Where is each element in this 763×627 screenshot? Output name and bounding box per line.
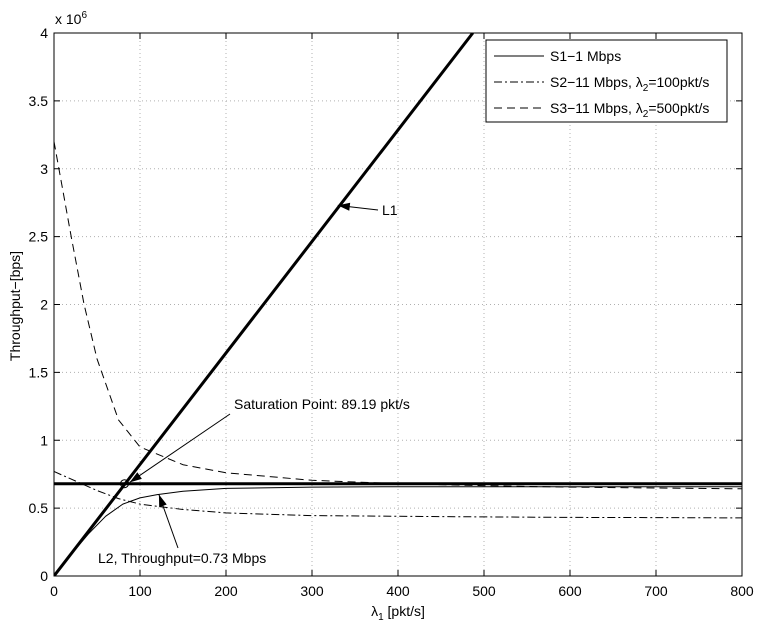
grid xyxy=(54,33,742,576)
x-tick-label: 500 xyxy=(472,583,496,599)
annotation-saturation-arrow xyxy=(129,413,231,483)
annotations: L1 Saturation Point: 89.19 pkt/s L2, Throu… xyxy=(98,202,410,566)
plot-lines xyxy=(54,33,742,576)
x-tick-label: 200 xyxy=(214,583,238,599)
legend-entry-label: S1−1 Mbps xyxy=(550,48,621,64)
x-tick-label: 300 xyxy=(300,583,324,599)
y-tick-label: 2 xyxy=(40,297,48,313)
x-tick-label: 100 xyxy=(128,583,152,599)
y-tick-label: 4 xyxy=(40,25,48,41)
y-axis-label: Throughput−[bps] xyxy=(7,251,23,361)
x-tick-label: 400 xyxy=(386,583,410,599)
annotation-l2-label: L2, Throughput=0.73 Mbps xyxy=(98,550,266,566)
legend: S1−1 Mbps S2−11 Mbps, λ2=100pkt/s S3−11 Mb… xyxy=(485,39,728,123)
legend-entry-label: S2−11 Mbps, λ2=100pkt/s xyxy=(550,74,709,94)
x-tick-label: 0 xyxy=(50,583,58,599)
legend-entry-label: S3−11 Mbps, λ2=500pkt/s xyxy=(550,100,709,120)
x-tick-label: 600 xyxy=(558,583,582,599)
series-line-dashdot xyxy=(54,471,742,519)
y-tick-label: 1.5 xyxy=(29,364,49,380)
x-axis-label: λ1 [pkt/s] xyxy=(371,603,425,623)
annotation-saturation-arrowhead xyxy=(129,472,142,483)
y-tick-label: 1 xyxy=(40,432,48,448)
y-tick-label: 2.5 xyxy=(29,229,49,245)
series-line-solid xyxy=(54,486,742,576)
y-tick-label: 0 xyxy=(40,568,48,584)
annotation-saturation-label: Saturation Point: 89.19 pkt/s xyxy=(234,396,410,412)
annotation-l1-label: L1 xyxy=(382,202,398,218)
y-tick-label: 3 xyxy=(40,161,48,177)
x-ticks: 0 100 200 300 400 500 600 700 800 xyxy=(50,33,754,599)
annotation-l1-arrowhead xyxy=(337,202,351,211)
y-axis-multiplier: x 106 xyxy=(55,10,87,27)
annotation-l2-arrowhead xyxy=(158,494,167,508)
y-tick-label: 3.5 xyxy=(29,93,49,109)
saturation-point-marker xyxy=(120,479,130,489)
y-tick-label: 0.5 xyxy=(29,500,49,516)
series-line-dashed xyxy=(54,141,742,490)
series-line-bold xyxy=(54,33,474,576)
x-tick-label: 700 xyxy=(644,583,668,599)
y-ticks: 0 0.5 1 1.5 2 2.5 3 3.5 4 xyxy=(29,25,742,584)
x-tick-label: 800 xyxy=(730,583,754,599)
